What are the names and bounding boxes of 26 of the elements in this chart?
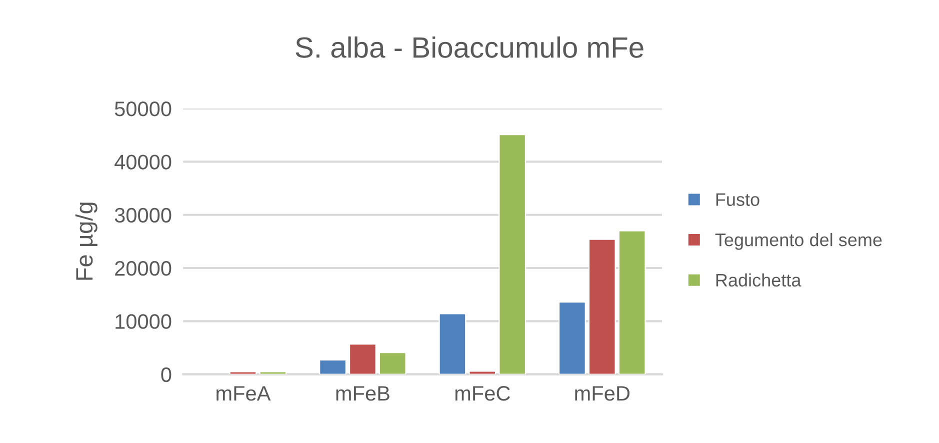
y-tick-label: 30000	[114, 208, 172, 223]
legend-label: Radichetta	[716, 273, 802, 287]
chart-title: S. alba - Bioaccumulo mFe	[296, 36, 644, 58]
x-tick-label: mFeD	[575, 386, 630, 401]
y-tick-label: 20000	[115, 261, 172, 276]
bar	[259, 371, 287, 374]
bar	[229, 371, 257, 374]
bar	[618, 230, 646, 374]
y-tick-label: 50000	[114, 102, 172, 116]
bar	[378, 352, 406, 374]
bar	[558, 301, 586, 374]
bar	[438, 313, 466, 374]
y-tick-label: 0	[161, 367, 172, 382]
y-tick-label: 40000	[114, 154, 172, 170]
legend-label: Tegumento del seme	[715, 233, 882, 250]
bar	[588, 238, 616, 374]
x-tick-label: mFeA	[216, 386, 271, 401]
bar	[498, 134, 526, 374]
x-tick-label: mFeB	[336, 386, 390, 401]
bar	[319, 359, 346, 374]
bar	[348, 343, 376, 374]
bar	[468, 370, 496, 374]
y-axis-title: Fe µg/g	[75, 202, 98, 280]
x-tick-label: mFeC	[455, 386, 510, 401]
y-tick-label: 10000	[116, 314, 172, 329]
legend-label: Fusto	[716, 193, 760, 206]
